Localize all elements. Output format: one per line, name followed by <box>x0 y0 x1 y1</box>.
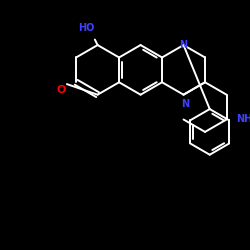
Text: O: O <box>57 85 66 95</box>
Text: N: N <box>181 99 189 109</box>
Text: HO: HO <box>78 22 95 32</box>
Text: 2: 2 <box>249 117 250 126</box>
Text: N: N <box>180 40 188 50</box>
Text: NH: NH <box>236 114 250 124</box>
